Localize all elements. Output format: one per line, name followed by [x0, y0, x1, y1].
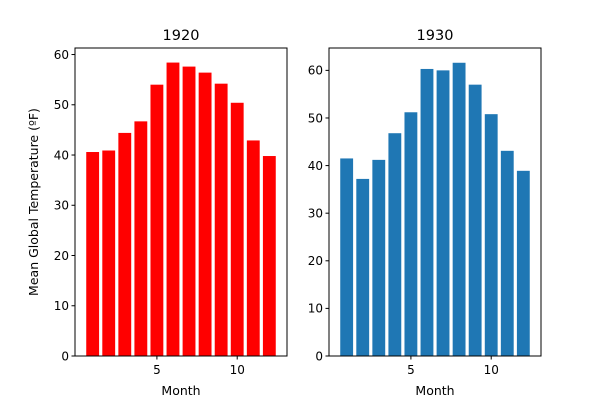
chart-1-y-tick-label: 40 — [308, 159, 323, 173]
chart-0-bar-month-5 — [150, 84, 164, 357]
chart-0-bar-month-6 — [166, 62, 180, 356]
chart-1-bar-month-6 — [420, 68, 434, 356]
chart-1-bar-month-9 — [468, 84, 482, 356]
chart-0-y-tick-label: 40 — [54, 148, 69, 162]
chart-1-bar-month-11 — [500, 150, 514, 356]
chart-0-bar-month-10 — [230, 102, 244, 357]
chart-1-bar-month-12 — [516, 170, 530, 356]
chart-0-x-axis-label: Month — [161, 383, 200, 398]
chart-0-x-tick-label: 10 — [230, 363, 245, 377]
chart-0-x-tick-label: 5 — [153, 363, 161, 377]
chart-1-y-tick-label: 10 — [308, 302, 323, 316]
chart-1-bar-month-1 — [340, 158, 354, 356]
chart-1-y-tick-label: 30 — [308, 206, 323, 220]
chart-1-y-tick-label: 50 — [308, 111, 323, 125]
chart-0-y-axis-label: Mean Global Temperature (ºF) — [26, 108, 41, 296]
chart-0-bar-month-1 — [86, 152, 100, 356]
chart-1-axes-frame — [328, 47, 542, 357]
chart-1-title: 1930 — [417, 28, 454, 44]
chart-1-x-axis-label: Month — [415, 383, 454, 398]
chart-0-bar-month-7 — [182, 66, 196, 356]
chart-1-bar-month-7 — [436, 70, 450, 357]
chart-0-bar-month-4 — [134, 121, 148, 356]
chart-1-bar-month-8 — [452, 62, 466, 356]
chart-0-y-tick-label: 50 — [54, 98, 69, 112]
chart-1-y-tick-label: 20 — [308, 254, 323, 268]
chart-0-bar-month-2 — [102, 150, 116, 356]
chart-1-x-tick-label: 10 — [484, 363, 499, 377]
chart-1-bar-month-3 — [372, 159, 386, 356]
chart-1-bar-month-10 — [484, 114, 498, 356]
chart-1-bar-month-4 — [388, 133, 402, 356]
chart-0-bar-month-12 — [262, 156, 276, 356]
chart-1-bar-month-5 — [404, 112, 418, 357]
chart-1-y-tick-label: 0 — [315, 349, 323, 363]
chart-0-y-tick-label: 20 — [54, 249, 69, 263]
chart-0-bar-month-3 — [118, 132, 132, 356]
chart-0-bar-month-9 — [214, 83, 228, 357]
chart-0-y-tick-label: 60 — [54, 48, 69, 62]
chart-0-bar-month-8 — [198, 72, 212, 357]
chart-0-y-tick-label: 10 — [54, 299, 69, 313]
chart-0-y-tick-label: 0 — [61, 349, 69, 363]
chart-0-title: 1920 — [163, 28, 200, 44]
chart-0-bar-month-11 — [246, 140, 260, 356]
chart-1-x-tick-label: 5 — [407, 363, 415, 377]
chart-0-axes-frame — [74, 47, 288, 357]
chart-1-y-tick-label: 60 — [308, 64, 323, 78]
chart-0-y-tick-label: 30 — [54, 199, 69, 213]
chart-1-bar-month-2 — [356, 178, 370, 356]
